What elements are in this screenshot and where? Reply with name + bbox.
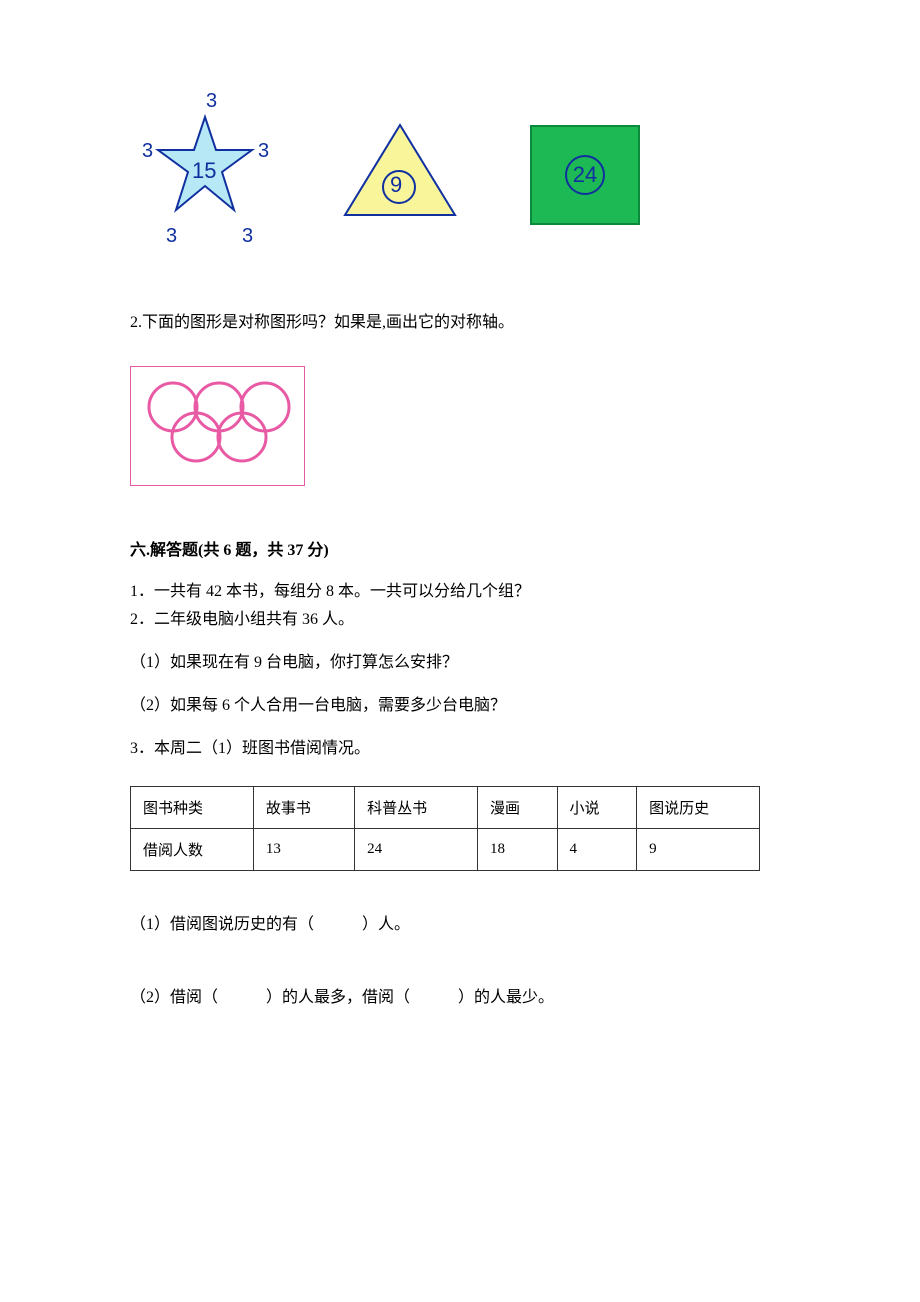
triangle-figure: 9 <box>340 120 470 230</box>
p3s1-pre: （1）借阅图说历史的有（ <box>130 916 314 933</box>
p3s2-c: ）的人最少。 <box>458 989 554 1006</box>
problem-1: 1．一共有 42 本书，每组分 8 本。一共可以分给几个组？ <box>130 578 790 607</box>
square-figure: 24 <box>530 125 640 225</box>
row-head: 借阅人数 <box>131 828 254 870</box>
olympic-rings-icon <box>145 379 293 475</box>
cell-4: 9 <box>637 828 760 870</box>
col-head-0: 图书种类 <box>131 786 254 828</box>
problem-3-sub2: （2）借阅（ ）的人最多，借阅（ ）的人最少。 <box>130 984 790 1013</box>
problem-3-sub1: （1）借阅图说历史的有（ ）人。 <box>130 911 790 940</box>
star-point-lr: 3 <box>242 225 253 248</box>
cell-1: 24 <box>355 828 478 870</box>
table-row-header: 图书种类 故事书 科普丛书 漫画 小说 图说历史 <box>131 786 760 828</box>
cell-3: 4 <box>557 828 637 870</box>
star-point-ul: 3 <box>142 140 153 163</box>
square-label: 24 <box>573 162 597 188</box>
cell-2: 18 <box>478 828 558 870</box>
star-figure: 15 3 3 3 3 3 <box>130 90 280 250</box>
section-6-header: 六.解答题(共 6 题，共 37 分) <box>130 536 790 560</box>
p3s2-a: （2）借阅（ <box>130 989 218 1006</box>
table-row-values: 借阅人数 13 24 18 4 9 <box>131 828 760 870</box>
col-head-2: 科普丛书 <box>355 786 478 828</box>
star-point-ur: 3 <box>258 140 269 163</box>
star-center-label: 15 <box>192 158 216 184</box>
p3s1-post: ）人。 <box>362 916 410 933</box>
problem-2-sub1: （1）如果现在有 9 台电脑，你打算怎么安排？ <box>130 649 790 678</box>
problem-2: 2．二年级电脑小组共有 36 人。 <box>130 606 790 635</box>
problem-3: 3．本周二（1）班图书借阅情况。 <box>130 735 790 764</box>
col-head-3: 漫画 <box>478 786 558 828</box>
problem-2-sub2: （2）如果每 6 个人合用一台电脑，需要多少台电脑？ <box>130 692 790 721</box>
star-point-top: 3 <box>206 90 217 113</box>
p3s2-b: ）的人最多，借阅（ <box>266 989 410 1006</box>
square-circle: 24 <box>565 155 605 195</box>
olympic-rings-box <box>130 366 305 486</box>
question-2-text: 2.下面的图形是对称图形吗？如果是,画出它的对称轴。 <box>130 310 790 336</box>
star-point-ll: 3 <box>166 225 177 248</box>
book-table: 图书种类 故事书 科普丛书 漫画 小说 图说历史 借阅人数 13 24 18 4… <box>130 786 760 871</box>
col-head-4: 小说 <box>557 786 637 828</box>
cell-0: 13 <box>253 828 354 870</box>
col-head-5: 图说历史 <box>637 786 760 828</box>
triangle-label: 9 <box>390 172 402 198</box>
col-head-1: 故事书 <box>253 786 354 828</box>
shapes-row: 15 3 3 3 3 3 9 24 <box>130 90 790 250</box>
